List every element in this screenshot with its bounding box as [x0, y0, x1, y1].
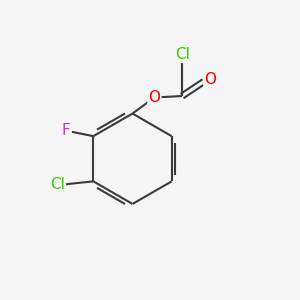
Text: F: F [62, 123, 70, 138]
Text: O: O [204, 73, 216, 88]
Text: Cl: Cl [175, 47, 190, 62]
Text: Cl: Cl [50, 177, 65, 192]
Text: O: O [148, 90, 160, 105]
